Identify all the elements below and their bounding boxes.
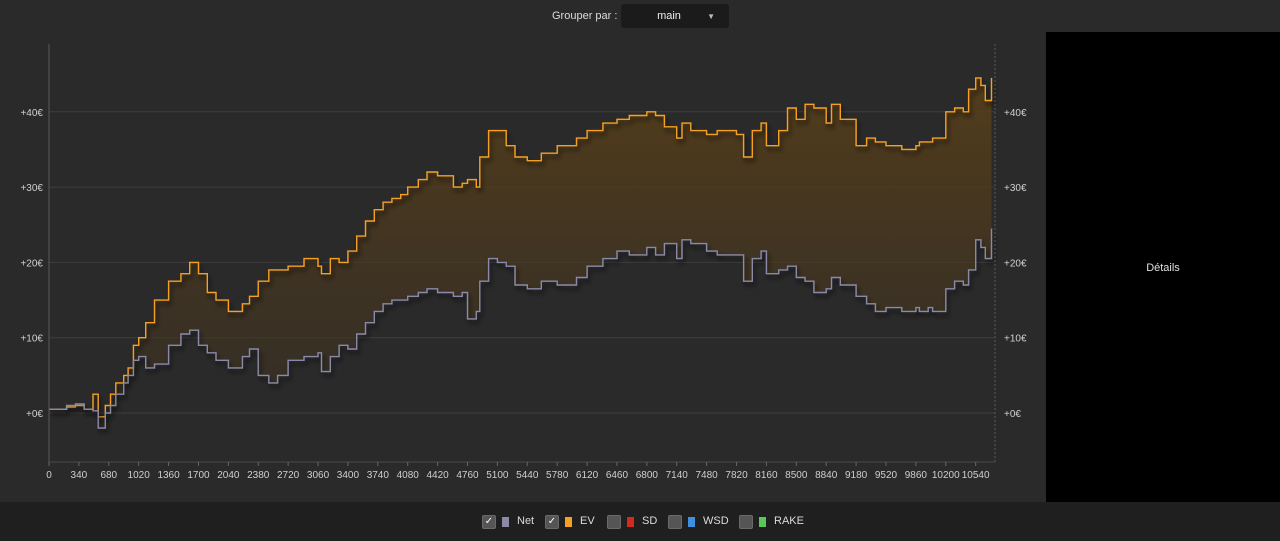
x-tick-label: 3740 [367,470,390,481]
rake-checkbox[interactable] [739,515,753,529]
x-tick-label: 10200 [932,470,960,481]
legend-item-ev[interactable]: ✓ EV [545,515,605,529]
x-tick-label: 4760 [456,470,479,481]
x-tick-label: 4080 [397,470,420,481]
legend-item-sd[interactable]: SD [607,515,667,529]
x-tick-label: 3060 [307,470,330,481]
y-tick-label-left: +0€ [26,409,43,420]
legend-bar: ✓ Net ✓ EV SD WSD RAKE [0,502,1280,541]
details-label: Détails [1146,262,1180,274]
x-tick-label: 0 [46,470,52,481]
x-tick-label: 9520 [875,470,898,481]
x-tick-label: 2040 [217,470,240,481]
y-tick-label-right: +10€ [1004,334,1027,345]
sd-label: SD [642,515,658,527]
net-checkbox[interactable]: ✓ [482,515,496,529]
wsd-swatch [688,517,695,527]
x-tick-label: 8160 [755,470,778,481]
sd-checkbox[interactable] [607,515,621,529]
y-tick-label-right: +40€ [1004,108,1027,119]
x-tick-label: 7140 [666,470,689,481]
x-tick-label: 9860 [905,470,928,481]
legend-item-wsd[interactable]: WSD [668,515,733,529]
x-tick-label: 6460 [606,470,629,481]
x-tick-label: 5100 [486,470,509,481]
x-tick-label: 4420 [426,470,449,481]
wsd-checkbox[interactable] [668,515,682,529]
x-tick-label: 6120 [576,470,599,481]
x-tick-label: 5440 [516,470,539,481]
ev-net-band [49,77,992,429]
y-tick-label-left: +20€ [20,258,43,269]
ev-checkbox[interactable]: ✓ [545,515,559,529]
y-tick-label-left: +30€ [20,183,43,194]
x-tick-label: 8500 [785,470,808,481]
ev-swatch [565,517,572,527]
group-by-value: main [657,10,681,22]
legend-item-rake[interactable]: RAKE [739,515,809,529]
series-line-net [49,228,993,429]
sd-swatch [627,517,634,527]
group-by-select[interactable]: main ▼ [621,4,729,28]
x-tick-label: 9180 [845,470,868,481]
x-tick-label: 2380 [247,470,270,481]
x-tick-label: 10540 [962,470,990,481]
top-bar: Grouper par : main ▼ [0,0,1280,32]
y-tick-label-right: +0€ [1004,409,1021,420]
rake-swatch [759,517,766,527]
x-tick-label: 340 [71,470,88,481]
chevron-down-icon: ▼ [707,12,715,21]
rake-label: RAKE [774,515,804,527]
y-tick-label-right: +20€ [1004,258,1027,269]
x-tick-label: 8840 [815,470,838,481]
x-tick-label: 7480 [696,470,719,481]
series-line-ev [49,77,993,418]
x-tick-label: 1360 [157,470,180,481]
x-tick-label: 680 [100,470,117,481]
wsd-label: WSD [703,515,729,527]
x-tick-label: 2720 [277,470,300,481]
x-tick-label: 1020 [128,470,151,481]
x-tick-label: 5780 [546,470,569,481]
details-panel[interactable]: Détails [1046,32,1280,502]
chart-area: +0€ +0€ +10€ +10€ +20€ +20€ +30€ +30€ +40€ +40€ 0 3… [0,32,1046,502]
ev-label: EV [580,515,595,527]
x-tick-label: 3400 [337,470,360,481]
net-label: Net [517,515,535,527]
y-tick-label-right: +30€ [1004,183,1027,194]
group-by-label: Grouper par : [552,10,618,22]
net-swatch [502,517,509,527]
y-tick-label-left: +40€ [20,108,43,119]
x-tick-label: 1700 [187,470,210,481]
legend-item-net[interactable]: ✓ Net [482,515,542,529]
y-tick-label-left: +10€ [20,334,43,345]
x-tick-label: 7820 [725,470,748,481]
x-tick-label: 6800 [636,470,659,481]
profit-chart: +0€ +0€ +10€ +10€ +20€ +20€ +30€ +30€ +40€ +40€ 0 3… [20,44,1027,481]
